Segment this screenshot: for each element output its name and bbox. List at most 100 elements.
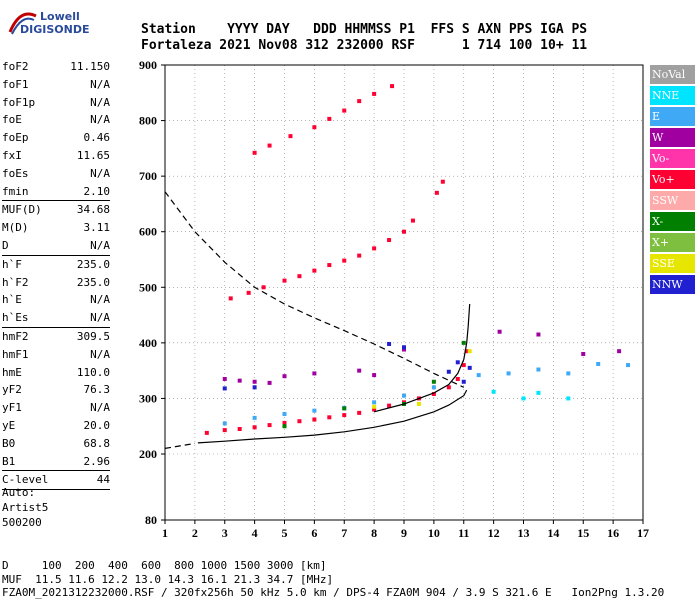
echo-point [222,428,227,433]
x-tick-label: 17 [637,526,649,540]
echo-point [204,430,209,435]
param-row: foF1p N/A [2,94,110,112]
echo-point [387,238,392,243]
legend-item: SSE [650,254,695,273]
echo-point [566,371,571,376]
param-label: foE [2,113,22,127]
echo-point [342,406,347,411]
echo-point [282,278,287,283]
echo-point [455,376,460,381]
param-row: fxI 11.65 [2,147,110,165]
echo-point [464,349,469,354]
param-label: foF1p [2,95,36,109]
param-row: C-level 44 [2,471,110,489]
echo-point [372,407,377,412]
echo-point [357,410,362,415]
y-tick-label: 500 [139,280,157,294]
echo-point [390,84,395,89]
param-separator [2,254,110,256]
param-value: 34.68 [76,203,110,217]
param-value: 68.8 [83,436,111,450]
param-label: B1 [2,454,16,468]
param-value: 235.0 [76,257,110,271]
echo-point [387,403,392,408]
echo-point [402,229,406,234]
param-row: foE N/A [2,111,110,129]
auto-label: Auto: [2,486,36,499]
echo-point [446,369,451,374]
echo-point [237,426,242,431]
echo-point [566,396,571,401]
echo-point [461,340,466,345]
legend-item: W [650,128,695,147]
echo-point [237,378,242,383]
y-tick-label: 600 [139,225,157,239]
echo-point [581,351,586,356]
echo-point [246,290,251,295]
echo-point [402,393,406,398]
echo-point [446,385,451,390]
echo-point [372,400,377,405]
echo-point [357,368,362,373]
echo-point [327,263,332,268]
profile-curve [197,389,468,444]
echo-point [252,425,257,430]
x-tick-label: 9 [401,526,407,540]
param-label: foF2 [2,60,29,73]
chart-axes: 1 2 3 4 5 6 7 8 9 10 11 12 13 14 15 16 17802003004005006… [139,58,649,540]
echo-point [261,285,266,290]
echo-point [327,415,332,420]
x-tick-label: 5 [282,526,288,540]
param-value: 44 [96,473,110,487]
echo-point [596,361,601,366]
echo-point [536,367,541,372]
echo-point [440,179,445,184]
param-row: D N/A [2,237,110,255]
param-row: B1 2.96 [2,453,110,471]
y-tick-label: 80 [145,513,157,527]
param-label: yF2 [2,383,22,397]
echo-point [372,373,377,378]
polarization-legend: NoVal NNE E W Vo- Vo+ SSW X- X+ SSE NNW [650,65,695,296]
echo-point [461,363,466,368]
echo-point [228,296,233,301]
echo-point [410,218,415,223]
param-label: M(D) [2,221,29,235]
x-tick-label: 3 [222,526,228,540]
echo-point [252,150,257,155]
echo-point [267,143,272,148]
param-label: hmF2 [2,329,29,343]
param-value: 11.65 [76,148,110,162]
param-row: MUF(D) 34.68 [2,201,110,219]
param-separator [2,470,110,472]
param-label: fxI [2,148,22,162]
echo-point [282,374,287,379]
echo-point [267,423,272,428]
legend-item: NNE [650,86,695,105]
x-tick-label: 14 [547,526,559,540]
footer-distance-row: D 100 200 400 600 800 1000 1500 3000 [km… [2,559,327,572]
echo-point [402,347,406,352]
x-tick-label: 15 [577,526,589,540]
x-tick-label: 16 [607,526,619,540]
echo-point [342,108,347,113]
param-label: h`Es [2,311,29,325]
echo-point [222,386,227,391]
footer-file-row: FZA0M_2021312232000.RSF / 320fx256h 50 k… [2,586,665,599]
header-values-row: Fortaleza 2021 Nov08 312 232000 RSF 1 71… [141,38,588,53]
echo-point [222,421,227,426]
echo-point [521,396,526,401]
param-value: 2.96 [83,454,111,468]
echo-point [372,246,377,251]
footer-muf-row: MUF 11.5 11.6 12.2 13.0 14.3 16.1 21.3 3… [2,572,334,586]
echo-point [342,413,347,418]
x-tick-label: 11 [458,526,469,540]
y-tick-label: 300 [139,391,157,405]
param-label: hmF1 [2,347,29,361]
param-row: foF2 11.150 [2,58,110,76]
profile-curve [373,303,471,413]
param-label: B0 [2,436,16,450]
x-tick-label: 1 [162,526,168,540]
param-row: yF1 N/A [2,399,110,417]
echo-point [297,274,302,279]
